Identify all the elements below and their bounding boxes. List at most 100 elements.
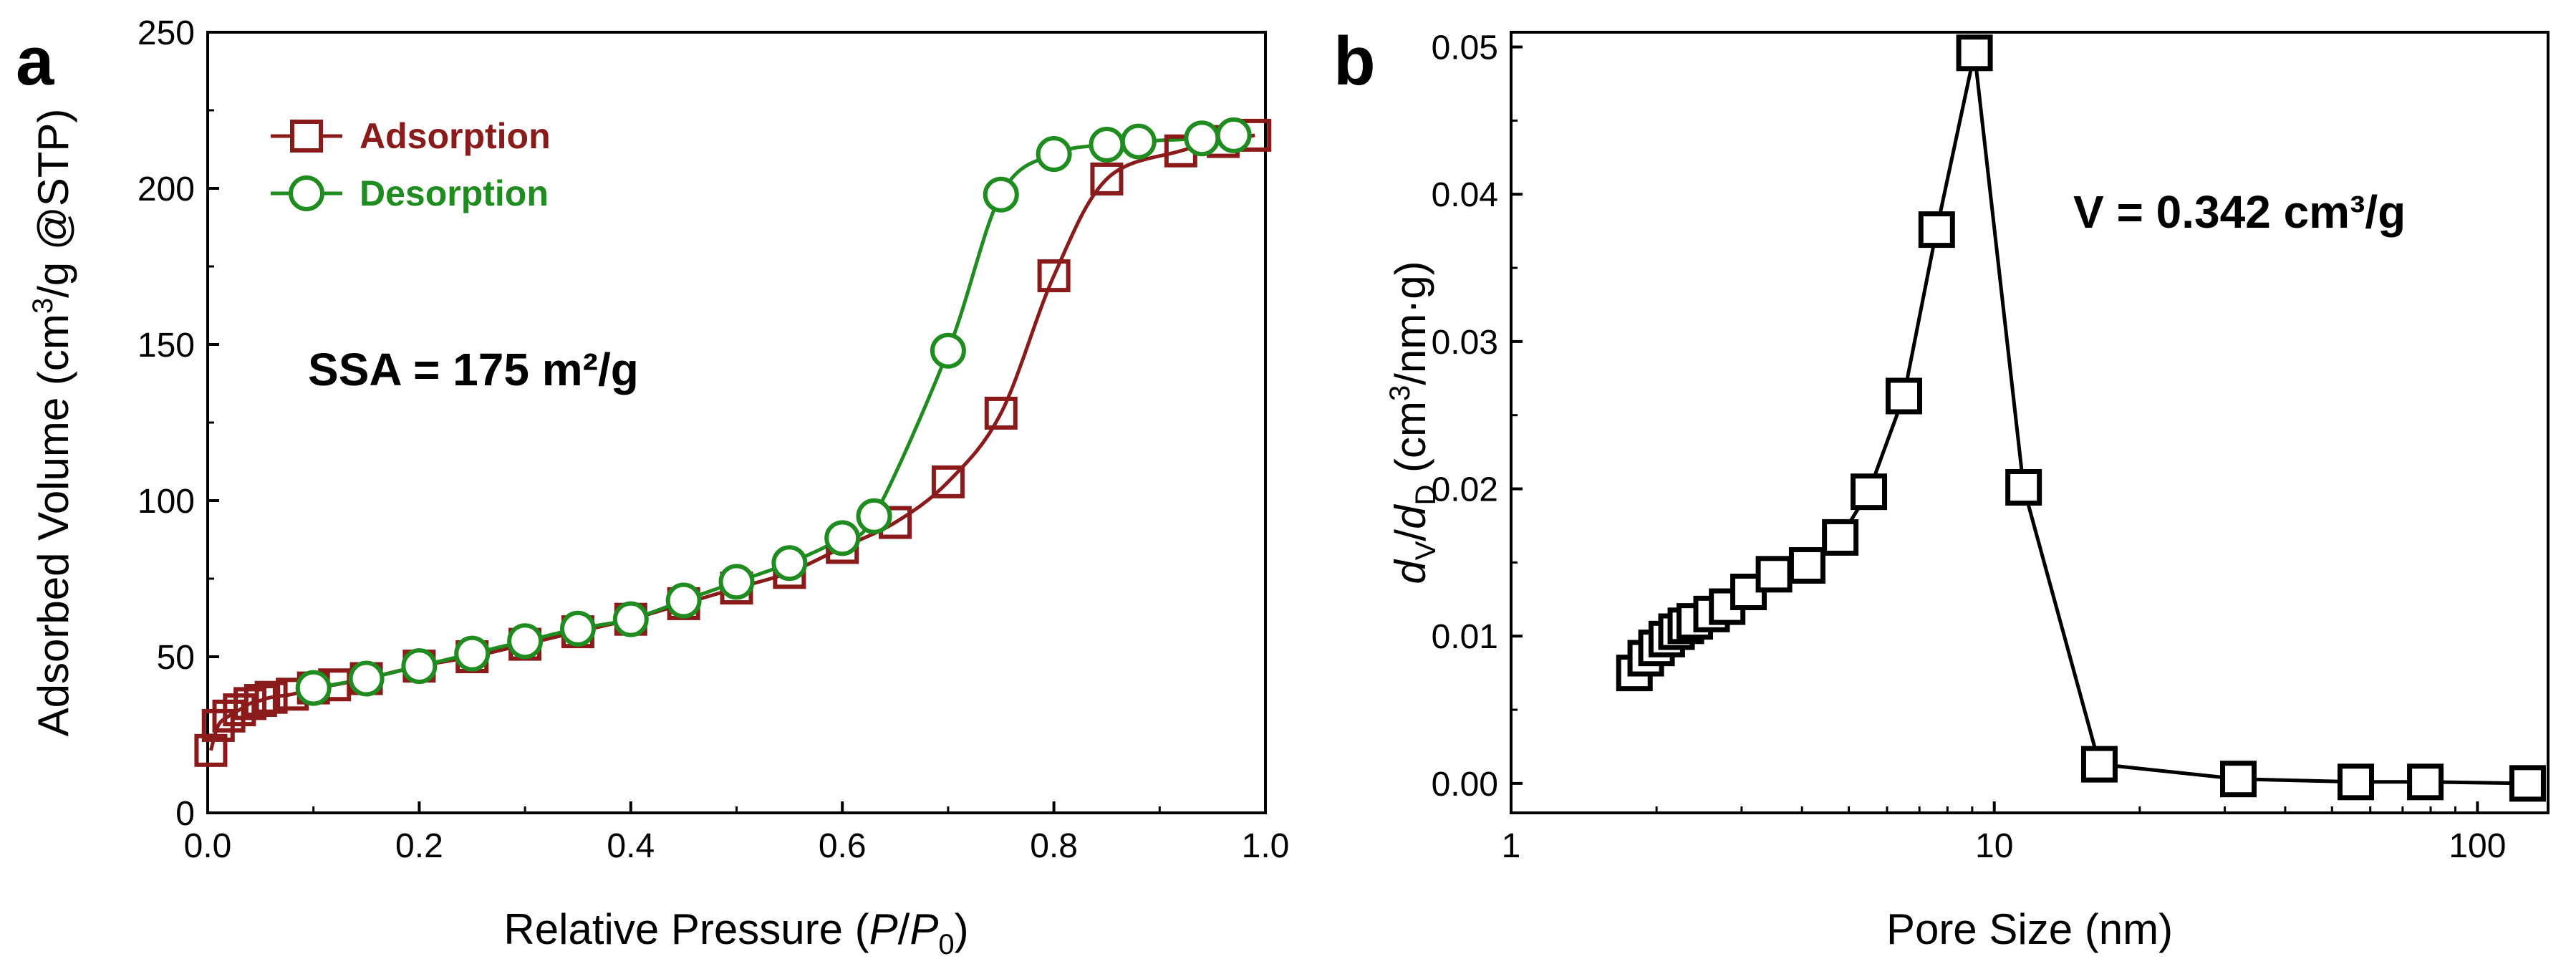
data-point-desorption bbox=[824, 520, 861, 556]
panel-a-x-tick-label: 0.0 bbox=[184, 827, 232, 865]
panel-a-y-tick-label: 250 bbox=[138, 14, 195, 52]
panel-a: a 0.0 0.2 0.4 0.6 0.8 1.0 0 50 100 150 200 250 Adso… bbox=[16, 14, 1289, 960]
data-point-pore-size bbox=[2509, 765, 2546, 802]
legend-desorption-label: Desorption bbox=[360, 173, 549, 213]
data-point-desorption bbox=[454, 635, 491, 672]
panel-a-x-axis-label: Relative Pressure (P/P0) bbox=[503, 905, 968, 960]
panel-a-label: a bbox=[16, 23, 54, 100]
panel-a-axis-ticks: 0.0 0.2 0.4 0.6 0.8 1.0 0 50 100 150 200 250 bbox=[138, 14, 1289, 865]
legend-adsorption-label: Adsorption bbox=[360, 116, 551, 156]
panel-a-x-tick-label: 0.6 bbox=[819, 827, 867, 865]
panel-a-y-tick-label: 0 bbox=[175, 795, 195, 833]
panel-a-y-tick-label: 100 bbox=[138, 483, 195, 521]
panel-a-ssa-annotation: SSA = 175 m²/g bbox=[308, 344, 639, 395]
panel-a-x-tick-label: 0.4 bbox=[607, 827, 655, 865]
panel-a-y-axis-label: Adsorbed Volume (cm3/g @STP) bbox=[27, 109, 77, 737]
panel-b-series-markers bbox=[1616, 34, 2546, 802]
data-point-adsorption bbox=[254, 680, 288, 714]
data-point-pore-size bbox=[1851, 473, 1888, 511]
panel-b-y-tick-label: 0.01 bbox=[1432, 618, 1498, 656]
series-line-desorption bbox=[313, 133, 1234, 690]
panel-b-label: b bbox=[1333, 23, 1376, 100]
data-point-desorption bbox=[401, 648, 438, 685]
yb-mid: (cm bbox=[1386, 401, 1434, 485]
data-point-pore-size bbox=[1788, 546, 1825, 584]
panel-a-y-tick-label: 150 bbox=[138, 327, 195, 365]
data-point-desorption bbox=[348, 660, 385, 697]
panel-a-series-lines bbox=[209, 133, 1255, 751]
panel-b-x-tick-label: 100 bbox=[2449, 827, 2506, 865]
data-point-desorption bbox=[665, 582, 702, 619]
panel-b-y-axis-label: dV/dD (cm3/nm·g) bbox=[1384, 261, 1442, 584]
data-point-adsorption bbox=[931, 465, 965, 498]
yb-slash: / bbox=[1386, 529, 1434, 541]
panel-b-y-tick-label: 0.02 bbox=[1432, 471, 1498, 509]
data-point-desorption bbox=[1120, 123, 1157, 160]
panel-b-y-tick-label: 0.05 bbox=[1432, 29, 1498, 67]
panel-b-volume-annotation: V = 0.342 cm³/g bbox=[2073, 186, 2406, 238]
data-point-desorption bbox=[718, 564, 755, 600]
data-point-adsorption bbox=[1037, 259, 1071, 293]
panel-b-axis-ticks: 1 10 100 0.00 0.01 0.02 0.03 0.04 0.05 bbox=[1432, 29, 2507, 865]
panel-b-x-axis-label: Pore Size (nm) bbox=[1886, 905, 2173, 953]
data-point-desorption bbox=[1036, 136, 1072, 173]
data-point-desorption bbox=[1215, 117, 1252, 153]
yb-d1: d bbox=[1386, 559, 1434, 584]
panel-a-y-tick-label: 200 bbox=[138, 170, 195, 208]
data-point-pore-size bbox=[2080, 746, 2118, 783]
legend-adsorption-marker bbox=[290, 120, 323, 153]
series-line-pore-size bbox=[1633, 52, 2528, 786]
data-point-pore-size bbox=[1822, 519, 1859, 556]
data-point-desorption bbox=[612, 601, 649, 637]
legend-desorption-marker bbox=[289, 175, 324, 211]
panel-a-x-tick-label: 0.8 bbox=[1030, 827, 1078, 865]
data-point-adsorption bbox=[233, 687, 267, 720]
y-label-sup: 3 bbox=[27, 298, 59, 314]
panel-a-legend: Adsorption Desorption bbox=[271, 116, 551, 213]
data-point-desorption bbox=[1184, 120, 1220, 157]
data-point-pore-size bbox=[2220, 761, 2257, 798]
data-point-desorption bbox=[295, 670, 332, 706]
panel-a-y-tick-label: 50 bbox=[157, 639, 195, 677]
panel-b-plot-frame bbox=[1510, 31, 2550, 814]
data-point-adsorption bbox=[243, 684, 277, 718]
data-point-desorption bbox=[930, 332, 966, 369]
y-label-tail: /g @STP) bbox=[29, 109, 77, 298]
data-point-pore-size bbox=[1918, 211, 1955, 249]
data-point-desorption bbox=[771, 545, 808, 582]
panel-a-series-markers bbox=[194, 117, 1272, 767]
data-point-desorption bbox=[1089, 126, 1125, 163]
x-label-close: ) bbox=[955, 905, 969, 953]
yb-sup: 3 bbox=[1384, 385, 1416, 401]
yb-sub1: V bbox=[1410, 541, 1442, 560]
data-point-pore-size bbox=[2338, 763, 2375, 801]
yb-d2: d bbox=[1386, 504, 1434, 529]
data-point-desorption bbox=[983, 176, 1019, 213]
data-point-adsorption bbox=[194, 733, 228, 767]
panel-a-x-tick-label: 0.2 bbox=[395, 827, 443, 865]
panel-b-x-tick-label: 10 bbox=[1975, 827, 2013, 865]
data-point-pore-size bbox=[1755, 556, 1793, 593]
panel-b-y-tick-label: 0.00 bbox=[1432, 766, 1498, 804]
series-line-adsorption bbox=[209, 133, 1255, 751]
x-label-slash: / bbox=[898, 905, 910, 953]
data-point-pore-size bbox=[1956, 34, 1993, 72]
y-label-main: Adsorbed Volume (cm bbox=[29, 314, 77, 736]
data-point-pore-size bbox=[2407, 763, 2444, 801]
panel-b: b 1 10 100 0.00 0.01 0.02 0.03 0.04 0.05 V = 0.3… bbox=[1333, 23, 2550, 953]
panel-b-series-lines bbox=[1633, 52, 2528, 786]
data-point-adsorption bbox=[223, 693, 256, 727]
data-point-pore-size bbox=[2005, 468, 2042, 506]
data-point-adsorption bbox=[984, 396, 1018, 430]
data-point-adsorption bbox=[1090, 162, 1124, 196]
panel-a-x-tick-label: 1.0 bbox=[1242, 827, 1290, 865]
data-point-desorption bbox=[559, 610, 596, 647]
x-label-main: Relative Pressure ( bbox=[503, 905, 869, 953]
x-label-var1: P bbox=[869, 905, 898, 953]
data-point-desorption bbox=[856, 498, 892, 534]
x-label-sub: 0 bbox=[938, 929, 954, 960]
data-point-pore-size bbox=[1885, 377, 1922, 415]
panel-b-y-tick-label: 0.04 bbox=[1432, 176, 1498, 214]
data-point-desorption bbox=[507, 623, 544, 660]
